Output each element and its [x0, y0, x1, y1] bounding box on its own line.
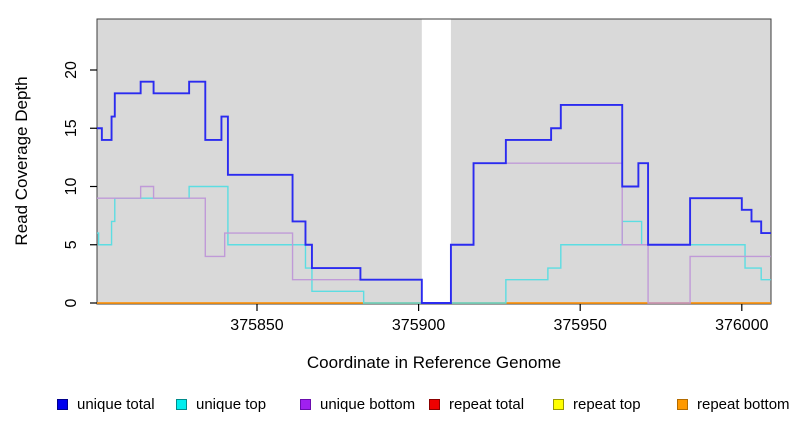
x-axis-title: Coordinate in Reference Genome — [307, 353, 561, 372]
x-tick-label: 375950 — [554, 317, 607, 334]
series-line-unique-bottom — [97, 185, 422, 281]
y-axis-title: Read Coverage Depth — [12, 76, 31, 245]
plot-panel — [96, 18, 772, 305]
y-tick-label: 5 — [63, 240, 80, 249]
coverage-gap-band — [421, 19, 451, 304]
axes: 375850 375900 375950 376000 0 5 10 15 20 — [63, 61, 769, 334]
legend-label-unique-total: unique total — [77, 395, 155, 413]
x-tick-label: 376000 — [715, 317, 768, 334]
legend: unique total unique top unique bottom repea… — [0, 392, 792, 422]
y-tick-label: 0 — [63, 298, 80, 307]
legend-swatch-unique-bottom — [300, 398, 311, 410]
legend-item-unique-bottom: unique bottom — [300, 392, 415, 416]
y-tick-label: 10 — [63, 178, 80, 196]
legend-swatch-repeat-bottom — [677, 398, 688, 410]
legend-label-unique-bottom: unique bottom — [320, 395, 416, 413]
y-tick-label: 20 — [63, 61, 80, 79]
x-tick-label: 375900 — [392, 317, 445, 334]
legend-item-unique-top: unique top — [176, 392, 266, 416]
legend-swatch-unique-total — [57, 398, 68, 410]
legend-item-repeat-top: repeat top — [553, 392, 641, 416]
y-tick-label: 15 — [63, 119, 80, 137]
series-line-unique-total — [97, 80, 771, 304]
legend-label-unique-top: unique top — [196, 395, 267, 413]
legend-label-repeat-total: repeat total — [449, 395, 525, 413]
coverage-plot: 375850 375900 375950 376000 0 5 10 15 20 Coordin… — [12, 18, 772, 372]
legend-item-unique-total: unique total — [57, 392, 155, 416]
series-lines — [97, 80, 771, 304]
legend-swatch-unique-top — [176, 398, 187, 410]
legend-swatch-repeat-total — [429, 398, 440, 410]
x-tick-label: 375850 — [230, 317, 283, 334]
legend-item-repeat-total: repeat total — [429, 392, 524, 416]
series-line-unique-top — [97, 185, 422, 304]
legend-label-repeat-top: repeat top — [573, 395, 641, 413]
legend-label-repeat-bottom: repeat bottom — [697, 395, 790, 413]
panel-border — [96, 18, 772, 305]
legend-swatch-repeat-top — [553, 398, 564, 410]
legend-item-repeat-bottom: repeat bottom — [677, 392, 790, 416]
